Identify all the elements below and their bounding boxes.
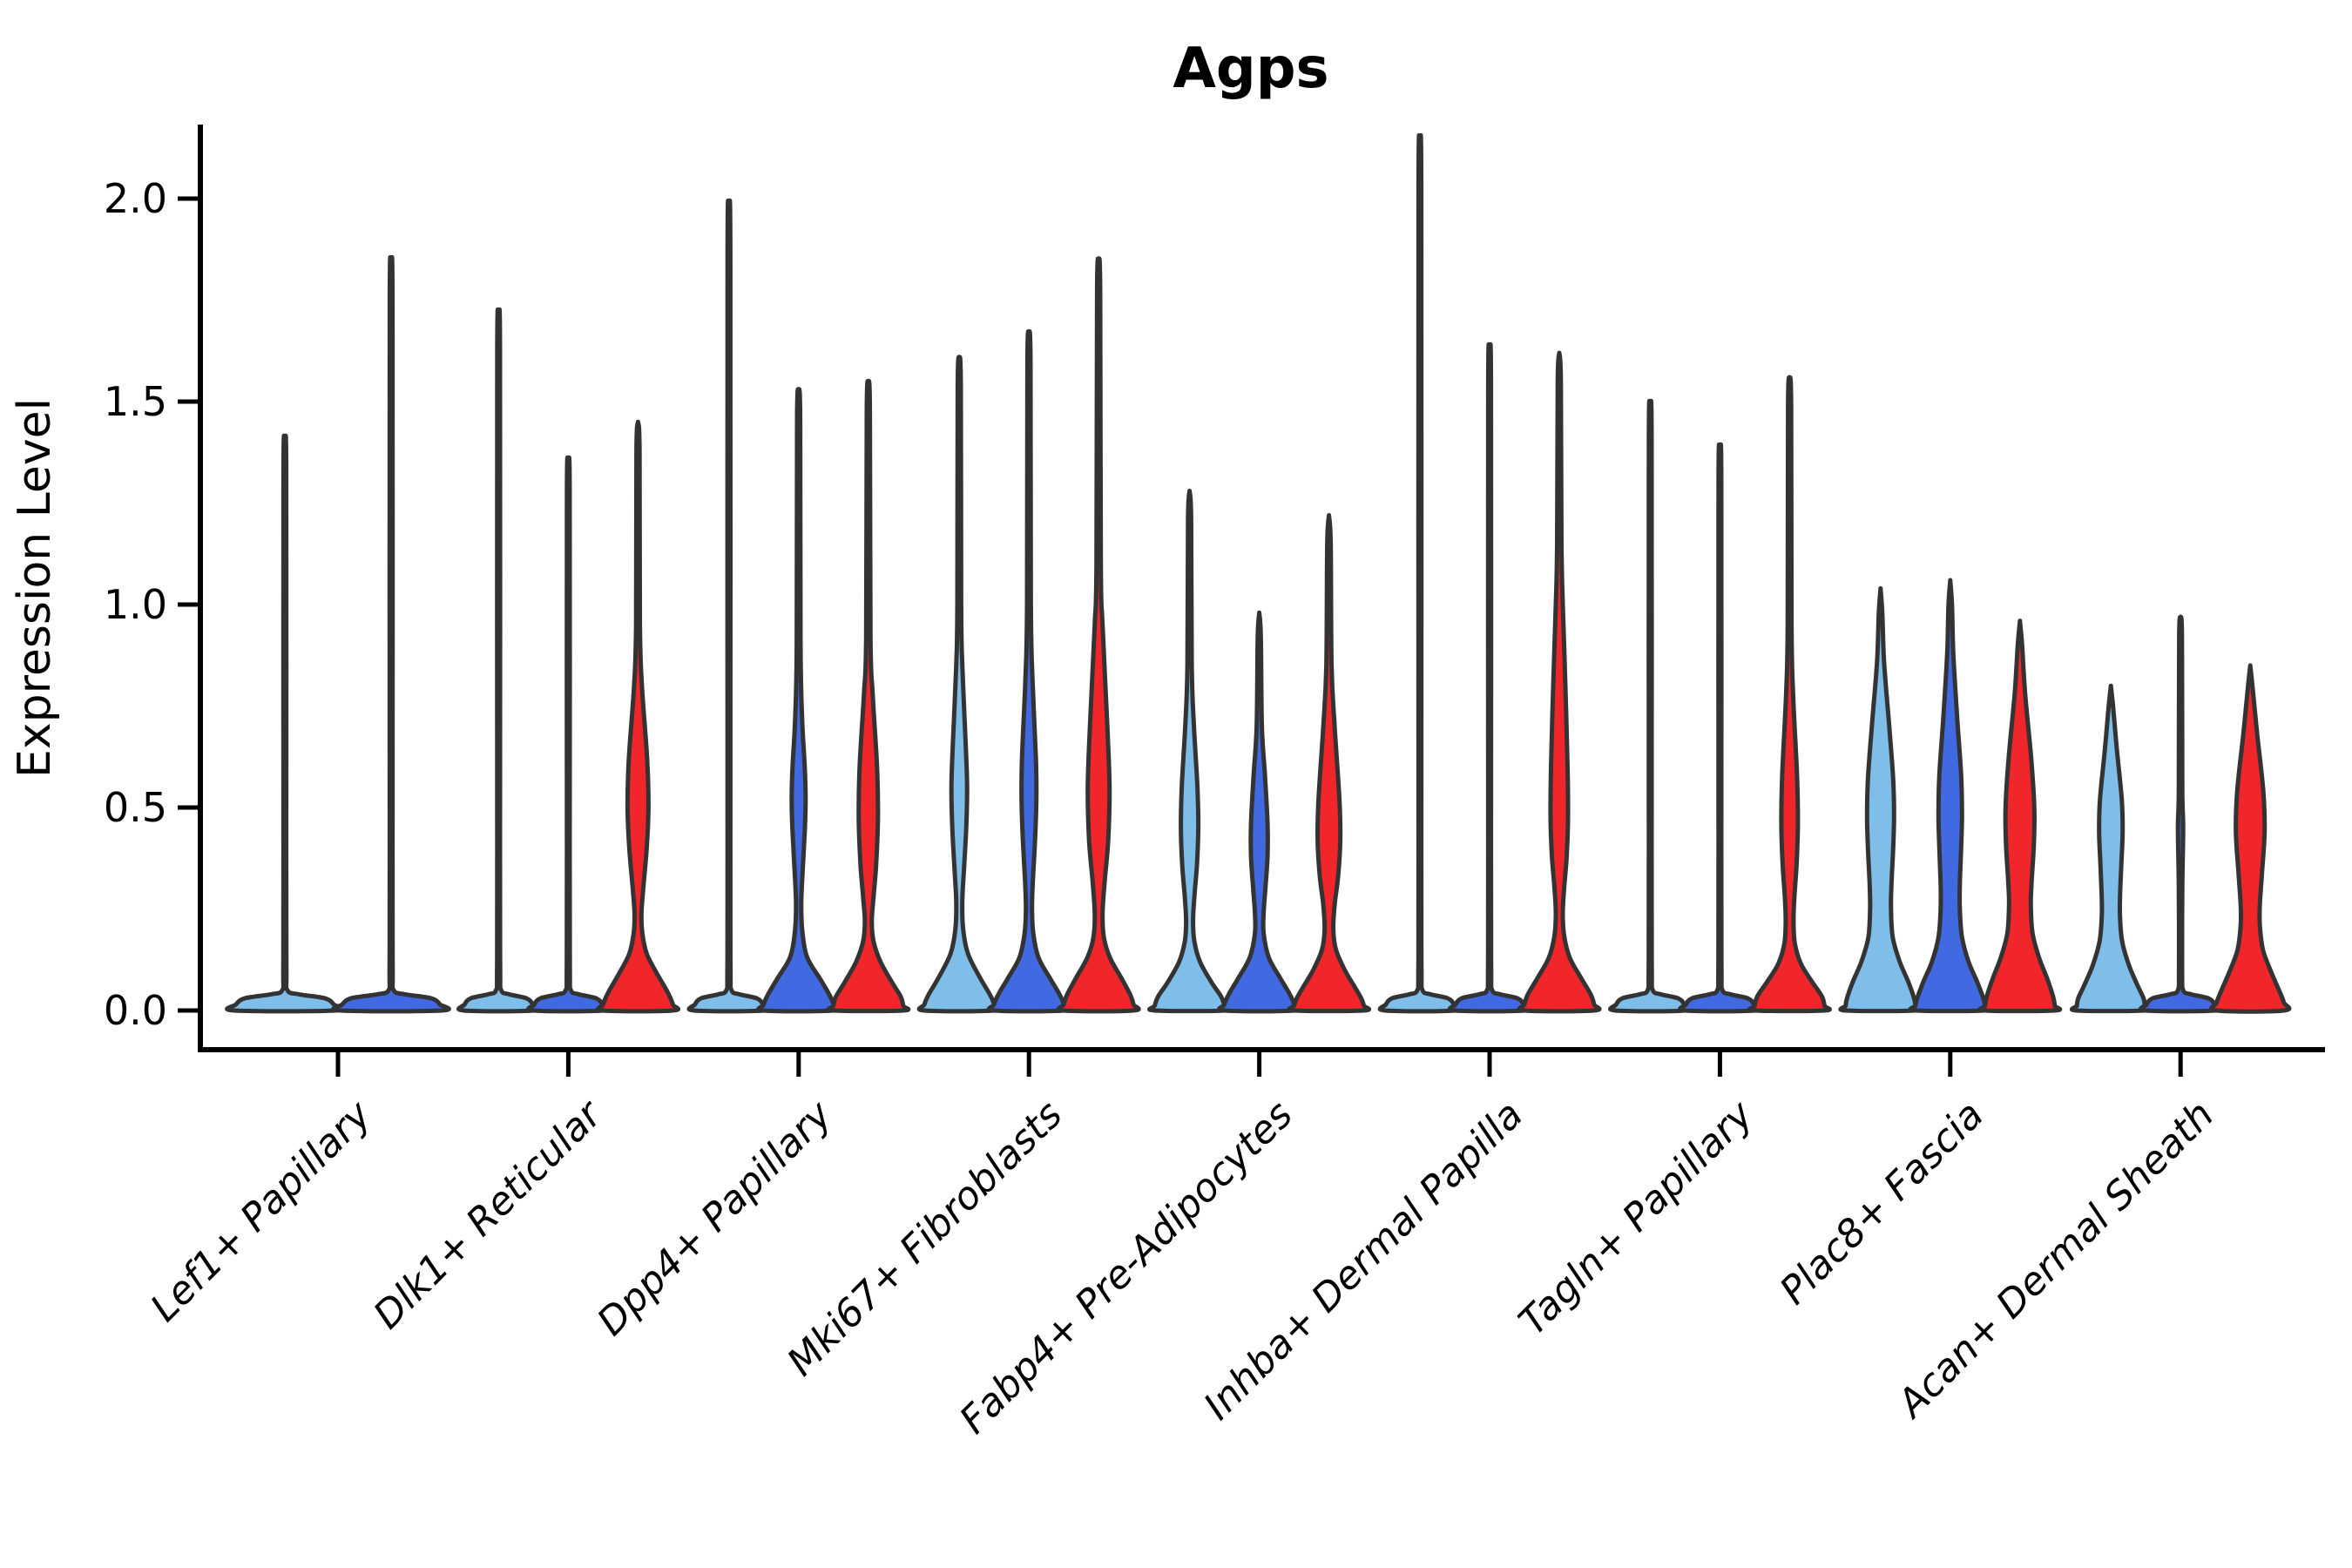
violin-acan-red [2208, 663, 2292, 1014]
violin-mki67-lightblue [916, 355, 1002, 1014]
x-tick-label: Plac8+ Fascia [1772, 1092, 1992, 1313]
y-tick-label: 1.5 [104, 378, 167, 425]
violin-lef1-royalblue [331, 254, 451, 1014]
x-tick-label-group: Lef1+ Papillary [142, 1092, 381, 1330]
violin-dpp4-red [826, 378, 911, 1014]
violin-plac8-red [1977, 618, 2063, 1014]
violin-inhba-red [1517, 350, 1602, 1014]
violin-plac8-royalblue [1908, 578, 1993, 1014]
y-tick-label: 1.0 [104, 581, 167, 628]
violin-dlk1-lightblue [456, 308, 541, 1014]
violin-fabp4-royalblue [1217, 610, 1302, 1014]
violin-tagln-red [1747, 375, 1832, 1014]
x-tick-label-group: Plac8+ Fascia [1772, 1092, 1992, 1313]
violin-plac8-lightblue [1838, 585, 1923, 1014]
violin-inhba-royalblue [1447, 342, 1532, 1014]
y-axis-label: Expression Level [9, 398, 61, 778]
x-tick-label: Tagln+ Papillary [1511, 1092, 1762, 1343]
violin-acan-royalblue [2138, 614, 2223, 1014]
violin-tagln-lightblue [1608, 398, 1693, 1014]
violin-mki67-red [1056, 256, 1141, 1014]
violin-fabp4-lightblue [1147, 489, 1233, 1014]
violin-acan-lightblue [2069, 683, 2153, 1014]
x-tick-label: Dpp4+ Papillary [589, 1092, 841, 1344]
violin-lef1-lightblue [225, 433, 345, 1014]
violins-layer [225, 132, 2292, 1014]
violin-dpp4-lightblue [686, 199, 772, 1014]
x-tick-label: Lef1+ Papillary [142, 1092, 381, 1330]
violin-inhba-lightblue [1377, 132, 1463, 1014]
violin-dlk1-red [595, 419, 681, 1014]
chart-title: Agps [1173, 37, 1328, 101]
y-tick-label: 2.0 [104, 175, 167, 222]
x-tick-label-group: Dpp4+ Papillary [589, 1092, 841, 1344]
violin-fabp4-red [1287, 512, 1372, 1014]
x-tick-label: Dlk1+ Reticular [365, 1091, 612, 1337]
violin-tagln-royalblue [1678, 442, 1762, 1014]
y-tick-label: 0.0 [104, 987, 167, 1034]
y-tick-label: 0.5 [104, 784, 167, 831]
x-tick-label-group: Dlk1+ Reticular [365, 1091, 612, 1337]
violin-mki67-royalblue [986, 329, 1071, 1014]
x-tick-label-group: Tagln+ Papillary [1511, 1092, 1762, 1343]
violin-dpp4-royalblue [756, 387, 841, 1014]
violin-dlk1-royalblue [526, 455, 611, 1014]
